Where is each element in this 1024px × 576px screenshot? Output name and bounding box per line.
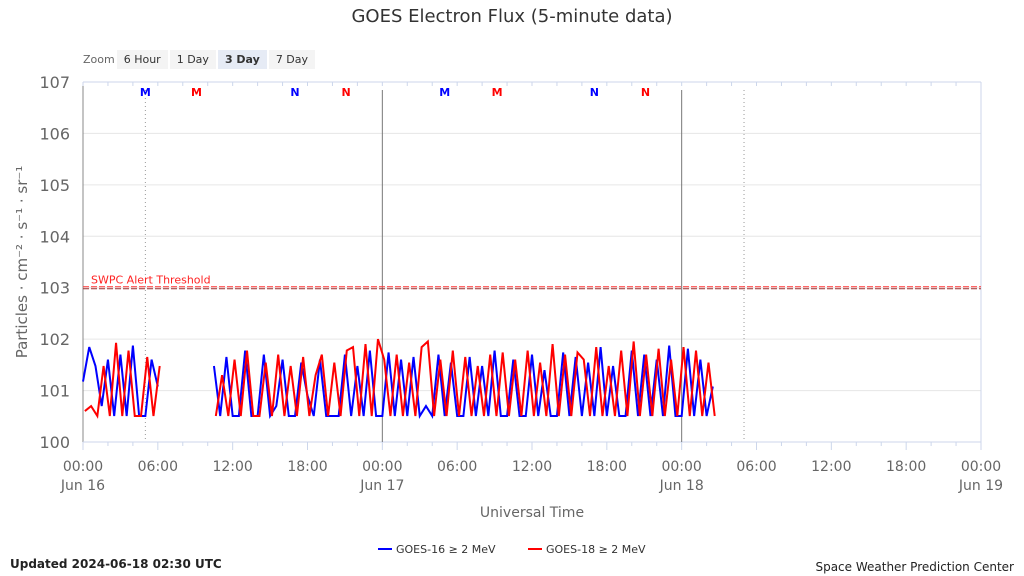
- zoom-6-hour-button[interactable]: 6 Hour: [116, 50, 168, 69]
- eclipse-marker: M: [492, 86, 503, 99]
- x-tick-date: Jun 19: [958, 478, 1003, 494]
- eclipse-marker: M: [439, 86, 450, 99]
- y-tick-label: 102: [39, 330, 70, 349]
- eclipse-marker: N: [342, 86, 351, 99]
- x-tick-label: 06:00: [437, 459, 477, 475]
- x-tick-label: 18:00: [886, 459, 926, 475]
- y-tick-label: 107: [39, 73, 70, 92]
- x-tick-date: Jun 16: [60, 478, 105, 494]
- zoom-1-day-button[interactable]: 1 Day: [169, 50, 216, 69]
- y-tick-label: 105: [39, 176, 70, 195]
- series-line-goes18: [84, 342, 161, 419]
- eclipse-marker: N: [290, 86, 299, 99]
- updated-timestamp: Updated 2024-06-18 02:30 UTC: [10, 557, 222, 571]
- legend-item: GOES-16 ≥ 2 MeV: [396, 543, 496, 556]
- x-tick-label: 06:00: [138, 459, 178, 475]
- zoom-3-day-button[interactable]: 3 Day: [217, 50, 267, 69]
- x-tick-date: Jun 17: [359, 478, 404, 494]
- x-axis-title: Universal Time: [480, 505, 584, 521]
- legend-item: GOES-18 ≥ 2 MeV: [546, 543, 646, 556]
- y-axis-title: Particles · cm⁻² · s⁻¹ · sr⁻¹: [13, 166, 31, 359]
- chart-title: GOES Electron Flux (5-minute data): [351, 6, 673, 27]
- zoom-label: Zoom: [83, 53, 115, 66]
- x-tick-label: 00:00: [63, 459, 103, 475]
- series-line-goes16: [212, 345, 714, 420]
- eclipse-marker: M: [140, 86, 151, 99]
- x-tick-label: 00:00: [362, 459, 402, 475]
- threshold-label: SWPC Alert Threshold: [91, 274, 211, 287]
- eclipse-marker: N: [590, 86, 599, 99]
- y-tick-label: 100: [39, 433, 70, 452]
- y-tick-label: 104: [39, 227, 70, 246]
- y-tick-label: 101: [39, 382, 70, 401]
- x-tick-date: Jun 18: [659, 478, 704, 494]
- series-line-goes18: [214, 338, 716, 418]
- eclipse-marker: N: [641, 86, 650, 99]
- x-tick-label: 00:00: [661, 459, 701, 475]
- zoom-7-day-button[interactable]: 7 Day: [268, 50, 316, 69]
- eclipse-marker: M: [191, 86, 202, 99]
- x-tick-label: 12:00: [512, 459, 552, 475]
- y-tick-label: 106: [39, 124, 70, 143]
- x-tick-label: 18:00: [287, 459, 327, 475]
- series-line-goes16: [82, 345, 159, 418]
- x-tick-label: 12:00: [212, 459, 252, 475]
- credit: Space Weather Prediction Center: [815, 560, 1014, 574]
- zoom-controls: Zoom 6 Hour 1 Day 3 Day 7 Day: [83, 50, 316, 69]
- x-tick-label: 06:00: [736, 459, 776, 475]
- x-tick-label: 18:00: [587, 459, 627, 475]
- x-tick-label: 12:00: [811, 459, 851, 475]
- y-tick-label: 103: [39, 279, 70, 298]
- x-tick-label: 00:00: [961, 459, 1001, 475]
